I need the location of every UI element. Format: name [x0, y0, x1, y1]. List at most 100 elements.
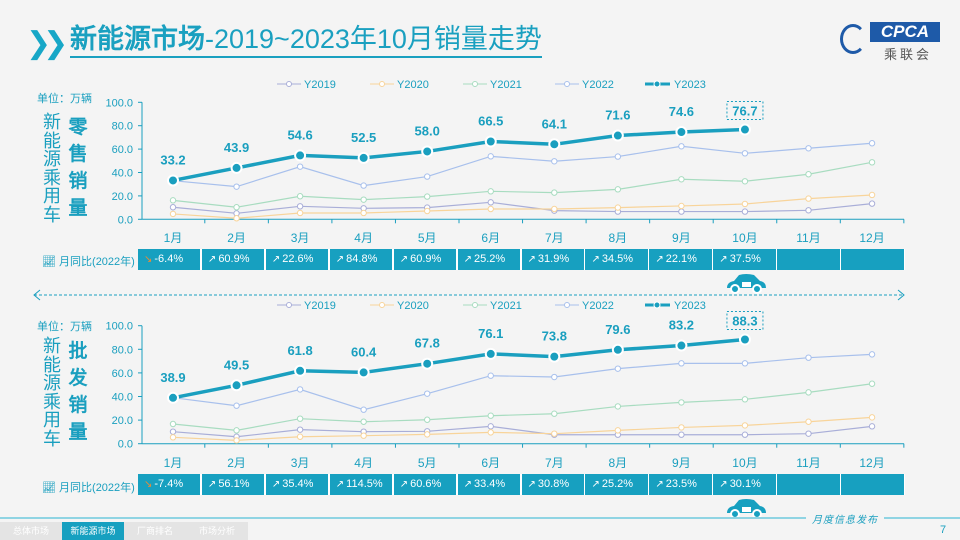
data-point-Y2022 — [487, 153, 494, 160]
data-point-Y2022 — [360, 182, 367, 189]
trend-up-icon: ↗ — [335, 254, 345, 265]
data-point-Y2022 — [296, 163, 304, 170]
data-label: 49.5 — [224, 357, 249, 372]
legend-marker — [653, 301, 661, 309]
yoy-cell: ↗ 23.5% — [649, 474, 712, 495]
data-point-Y2021 — [424, 416, 431, 423]
data-point-Y2023 — [611, 129, 624, 142]
trend-up-icon: ↗ — [527, 479, 536, 490]
data-point-Y2020 — [233, 215, 240, 222]
yoy-value: 31.9% — [537, 253, 570, 265]
tab-overall-market[interactable]: 总体市场 — [0, 522, 62, 540]
tab-nev-market[interactable]: 新能源市场 — [62, 522, 124, 540]
data-point-Y2021 — [805, 171, 812, 178]
yoy-value: 60.9% — [410, 253, 442, 265]
yoy-cell — [777, 249, 840, 270]
data-point-Y2022 — [233, 402, 240, 409]
highlight-box — [726, 311, 764, 331]
data-point-Y2021 — [424, 193, 431, 200]
data-point-Y2019 — [678, 431, 685, 438]
data-point-Y2021 — [614, 186, 622, 193]
data-point-Y2020 — [551, 430, 558, 437]
data-label: 71.6 — [605, 108, 630, 123]
trend-up-icon: ↗ — [399, 479, 409, 490]
data-point-Y2019 — [868, 200, 876, 207]
series-line-Y2022 — [172, 142, 873, 188]
trend-down-icon: ↘ — [144, 479, 153, 490]
data-point-Y2019 — [741, 431, 749, 438]
data-point-Y2020 — [169, 210, 177, 218]
yoy-value: 23.5% — [665, 478, 697, 490]
data-point-Y2022 — [868, 351, 876, 358]
data-point-Y2023 — [675, 126, 688, 139]
yoy-value: 30.1% — [729, 478, 761, 490]
yoy-value: -7.4% — [154, 478, 184, 490]
data-point-Y2020 — [868, 191, 876, 199]
data-point-Y2019 — [487, 423, 494, 430]
yoy-cell: ↗ 60.9% — [393, 249, 457, 270]
yoy-cell: ↗ 22.1% — [649, 249, 712, 270]
x-tick-label: 8月 — [609, 231, 628, 245]
data-point-Y2021 — [678, 399, 685, 406]
yoy-value: -6.4% — [154, 253, 184, 265]
data-point-Y2022 — [233, 183, 240, 190]
data-point-Y2023 — [484, 135, 497, 148]
yoy-cell — [841, 249, 904, 270]
trend-up-icon: ↗ — [591, 479, 600, 490]
data-point-Y2023 — [484, 347, 497, 360]
x-tick-label: 2月 — [227, 231, 246, 245]
data-point-Y2021 — [614, 403, 622, 410]
yoy-cell: ↗ 25.2% — [457, 249, 521, 270]
legend-label: Y2022 — [582, 79, 614, 91]
trend-up-icon: ↗ — [207, 479, 217, 490]
monthly-release-tag: 月度信息发布 — [806, 511, 884, 526]
car-icon — [727, 274, 766, 294]
data-point-Y2021 — [805, 389, 812, 396]
data-label: 64.1 — [542, 116, 567, 131]
data-point-Y2022 — [551, 158, 558, 165]
data-point-Y2021 — [868, 159, 876, 166]
data-point-Y2020 — [741, 422, 749, 429]
side-label: 新能源乘用车 — [43, 112, 61, 225]
data-point-Y2022 — [424, 390, 431, 397]
yoy-cell: ↗ 34.5% — [585, 249, 648, 270]
legend-label: Y2022 — [582, 300, 614, 312]
footer-tabs: 总体市场 新能源市场 厂商排名 市场分析 — [0, 522, 248, 540]
data-point-Y2022 — [678, 360, 685, 367]
x-tick-label: 4月 — [354, 456, 373, 470]
tab-market-analysis[interactable]: 市场分析 — [186, 522, 248, 540]
metric-label: 零售销量 — [68, 117, 88, 219]
legend-marker — [379, 81, 385, 87]
data-point-Y2021 — [741, 396, 749, 403]
data-point-Y2022 — [296, 386, 304, 393]
data-label: 79.6 — [605, 322, 630, 337]
trend-up-icon: ↗ — [591, 254, 600, 265]
data-point-Y2021 — [551, 189, 558, 196]
data-point-Y2023 — [548, 138, 561, 151]
legend-label: Y2021 — [490, 300, 522, 312]
footer-line — [0, 517, 960, 519]
data-point-Y2022 — [614, 153, 622, 160]
data-point-Y2023 — [167, 391, 179, 404]
data-point-Y2020 — [233, 437, 240, 444]
tab-manufacturer-ranking[interactable]: 厂商排名 — [124, 522, 186, 540]
data-point-Y2023 — [167, 174, 179, 187]
data-label: 76.7 — [732, 104, 757, 119]
x-tick-label: 3月 — [291, 456, 310, 470]
yoy-cell: ↗ 30.1% — [713, 474, 776, 495]
data-point-Y2020 — [614, 427, 622, 434]
car-icon — [727, 499, 766, 519]
data-point-Y2022 — [487, 372, 494, 379]
yoy-value: 25.2% — [474, 253, 506, 265]
y-tick-label: 0.0 — [118, 439, 133, 451]
y-tick-label: 100.0 — [105, 321, 133, 333]
data-point-Y2023 — [738, 333, 751, 346]
unit-label: 单位：万辆 — [37, 93, 92, 105]
trend-up-icon: ↗ — [463, 479, 472, 490]
unit-label: 单位：万辆 — [37, 321, 92, 333]
data-label: 60.4 — [351, 344, 377, 359]
section-divider-arrow — [33, 289, 905, 301]
data-point-Y2020 — [678, 424, 685, 431]
data-point-Y2020 — [296, 209, 304, 217]
